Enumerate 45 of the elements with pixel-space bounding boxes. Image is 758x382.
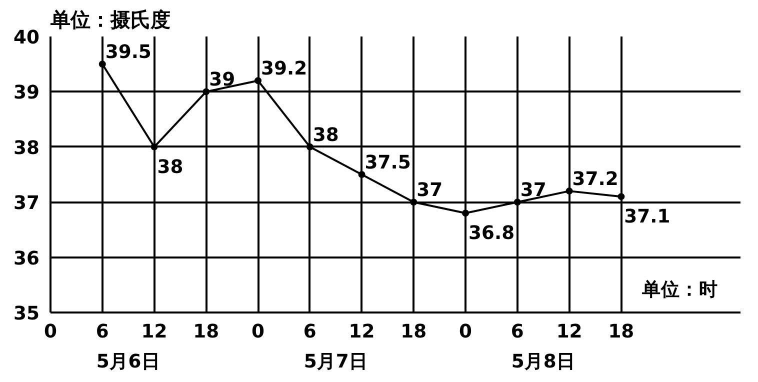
data-label: 39.2 (261, 58, 308, 80)
y-tick-label: 37 (14, 193, 40, 214)
y-tick-label: 35 (14, 304, 40, 324)
y-tick-label: 39 (14, 82, 40, 104)
data-label: 38 (312, 124, 339, 146)
x-tick-label: 6 (510, 322, 524, 342)
point (514, 198, 521, 206)
data-label: 37.1 (624, 206, 670, 228)
x-tick-label: 12 (141, 322, 168, 342)
y-tick-label: 38 (14, 138, 40, 159)
x-tick-label: 0 (459, 322, 472, 342)
data-label: 38 (157, 156, 184, 178)
point (462, 210, 470, 217)
point (306, 143, 314, 150)
x-tick-label: 18 (608, 322, 634, 342)
data-label: 37.2 (572, 169, 618, 190)
point (618, 193, 625, 200)
text: 5月6日 (96, 352, 160, 372)
data-label: 39 (209, 70, 236, 91)
data-label: 37 (416, 180, 443, 202)
text: 5月7日 (304, 352, 368, 372)
x-tick-label: 12 (348, 322, 375, 342)
point (254, 77, 262, 84)
x-tick-label: 0 (44, 322, 58, 342)
x-tick-label: 12 (556, 322, 582, 342)
data-label: 37.5 (364, 152, 411, 174)
y-tick-label: 40 (14, 28, 40, 48)
y-axis-title: 单位：摄氏度 (50, 8, 170, 32)
x-axis-title: 单位：时 (640, 278, 718, 300)
point (358, 171, 366, 178)
x-tick-label: 0 (252, 322, 265, 342)
x-tick-label: 6 (303, 322, 316, 342)
data-label: 36.8 (468, 223, 515, 244)
point (98, 60, 106, 68)
point (566, 188, 573, 195)
x-tick-label: 18 (400, 322, 427, 342)
point (202, 88, 210, 96)
data-label: 39.5 (105, 42, 152, 64)
y-tick-label: 36 (14, 248, 40, 270)
x-tick-label: 18 (193, 322, 220, 342)
data-label: 37 (520, 180, 546, 202)
point (150, 143, 158, 150)
point (410, 198, 418, 206)
text: 5月8日 (511, 352, 576, 372)
x-tick-label: 6 (96, 322, 109, 342)
